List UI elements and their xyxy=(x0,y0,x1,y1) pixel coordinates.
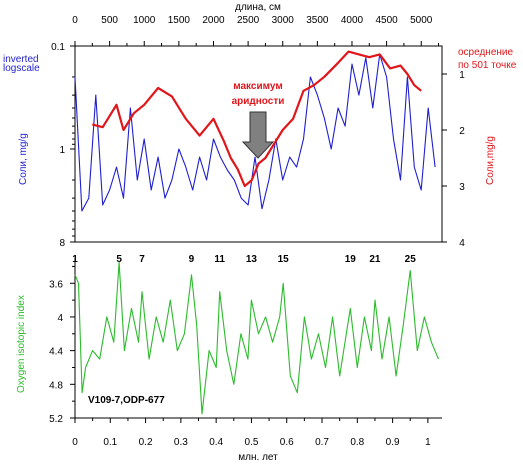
stage-label: 19 xyxy=(345,254,357,265)
bottom-y-tick-label: 4.4 xyxy=(49,347,63,358)
top-x-tick-label: 2000 xyxy=(202,15,225,26)
bottom-x-tick-label: 0.3 xyxy=(174,437,188,448)
bottom-x-ticks: 0 0.1 0.2 0.3 0.4 0.5 0.6 0.7 0.8 0.9 1 xyxy=(72,418,431,448)
bottom-x-tick-label: 0.8 xyxy=(350,437,364,448)
bottom-x-label: млн. лет xyxy=(238,452,278,463)
top-x-tick-label: 0 xyxy=(72,15,78,26)
right-axis-tick-label: 3 xyxy=(459,182,465,193)
smoothing-legend-2: по 501 точке xyxy=(458,60,517,71)
stage-label: 21 xyxy=(369,254,381,265)
bottom-x-tick-label: 0.4 xyxy=(209,437,223,448)
top-axis-label: длина, см xyxy=(235,2,281,13)
bottom-x-tick-label: 0 xyxy=(72,437,78,448)
bottom-series xyxy=(74,261,440,415)
annotation-max-1: максимум xyxy=(233,81,283,92)
right-axis-label: Соли,mg/g xyxy=(485,136,496,185)
annotation-max-2: аридности xyxy=(232,96,285,107)
right-axis-ticks: 1 2 3 4 xyxy=(442,70,465,249)
stage-labels: 1 5 7 9 11 13 15 19 21 25 xyxy=(72,254,416,265)
top-x-tick-label: 3000 xyxy=(272,15,295,26)
stage-label: 9 xyxy=(189,254,195,265)
smoothed-salt-line xyxy=(92,50,422,188)
top-series xyxy=(74,50,436,212)
bottom-panel: 1 5 7 9 11 13 15 19 21 25 3.644.44.85.2 0 0.1 0.2 0.… xyxy=(16,254,442,463)
top-x-tick-label: 5000 xyxy=(410,15,433,26)
inverted-logscale-note-1: inverted xyxy=(3,54,39,65)
left-axis-tick-label: 8 xyxy=(59,238,65,249)
bottom-x-tick-label: 1 xyxy=(425,437,431,448)
top-x-tick-label: 4500 xyxy=(375,15,398,26)
stage-label: 1 xyxy=(72,254,78,265)
raw-salt-line xyxy=(74,53,436,212)
top-x-ticks: 0 500 1000 1500 2000 2500 3000 3500 4000 4500 5000 xyxy=(72,15,440,46)
left-axis-tick-label: 0.1 xyxy=(51,42,65,53)
aridity-arrow xyxy=(241,111,275,159)
left-axis-tick-label: 1 xyxy=(59,145,65,156)
stage-label: 5 xyxy=(116,254,122,265)
stage-label: 13 xyxy=(246,254,258,265)
stage-label: 15 xyxy=(278,254,290,265)
bottom-x-tick-label: 0.6 xyxy=(280,437,294,448)
right-axis-tick-label: 4 xyxy=(459,238,465,249)
bottom-x-tick-label: 0.1 xyxy=(103,437,117,448)
stage-label: 7 xyxy=(139,254,145,265)
smoothing-legend-1: осреднение xyxy=(458,47,513,58)
bottom-x-tick-label: 0.7 xyxy=(315,437,329,448)
inverted-logscale-note-2: logscale xyxy=(3,63,40,74)
bottom-y-tick-label: 4.8 xyxy=(49,380,63,391)
top-x-tick-label: 3500 xyxy=(306,15,329,26)
top-x-tick-label: 4000 xyxy=(341,15,364,26)
top-x-tick-label: 500 xyxy=(101,15,118,26)
top-x-tick-label: 2500 xyxy=(237,15,260,26)
bottom-y-tick-label: 5.2 xyxy=(49,414,63,425)
right-axis-tick-label: 2 xyxy=(459,126,465,137)
top-x-tick-label: 1000 xyxy=(133,15,156,26)
bottom-y-tick-label: 4 xyxy=(57,313,63,324)
bottom-y-label: Oxygen isotopic index xyxy=(16,295,27,393)
stage-label: 25 xyxy=(405,254,417,265)
bottom-y-tick-label: 3.6 xyxy=(49,279,63,290)
oxygen-isotope-line xyxy=(74,261,440,415)
top-x-tick-label: 1500 xyxy=(168,15,191,26)
left-axis-ticks: 0.1 1 8 xyxy=(51,42,75,249)
right-axis-tick-label: 1 xyxy=(459,70,465,81)
bottom-x-tick-label: 0.2 xyxy=(139,437,153,448)
left-axis-label: Соли, mg/g xyxy=(18,133,29,185)
stage-label: 11 xyxy=(214,254,225,265)
bottom-x-tick-label: 0.9 xyxy=(386,437,400,448)
bottom-x-tick-label: 0.5 xyxy=(244,437,258,448)
bottom-y-ticks: 3.6 4 4.4 4.8 5.2 xyxy=(49,265,75,425)
core-label: V109-7,ODP-677 xyxy=(88,395,165,406)
top-panel: 0 500 1000 1500 2000 2500 3000 3500 4000 4500 5000… xyxy=(3,2,517,249)
